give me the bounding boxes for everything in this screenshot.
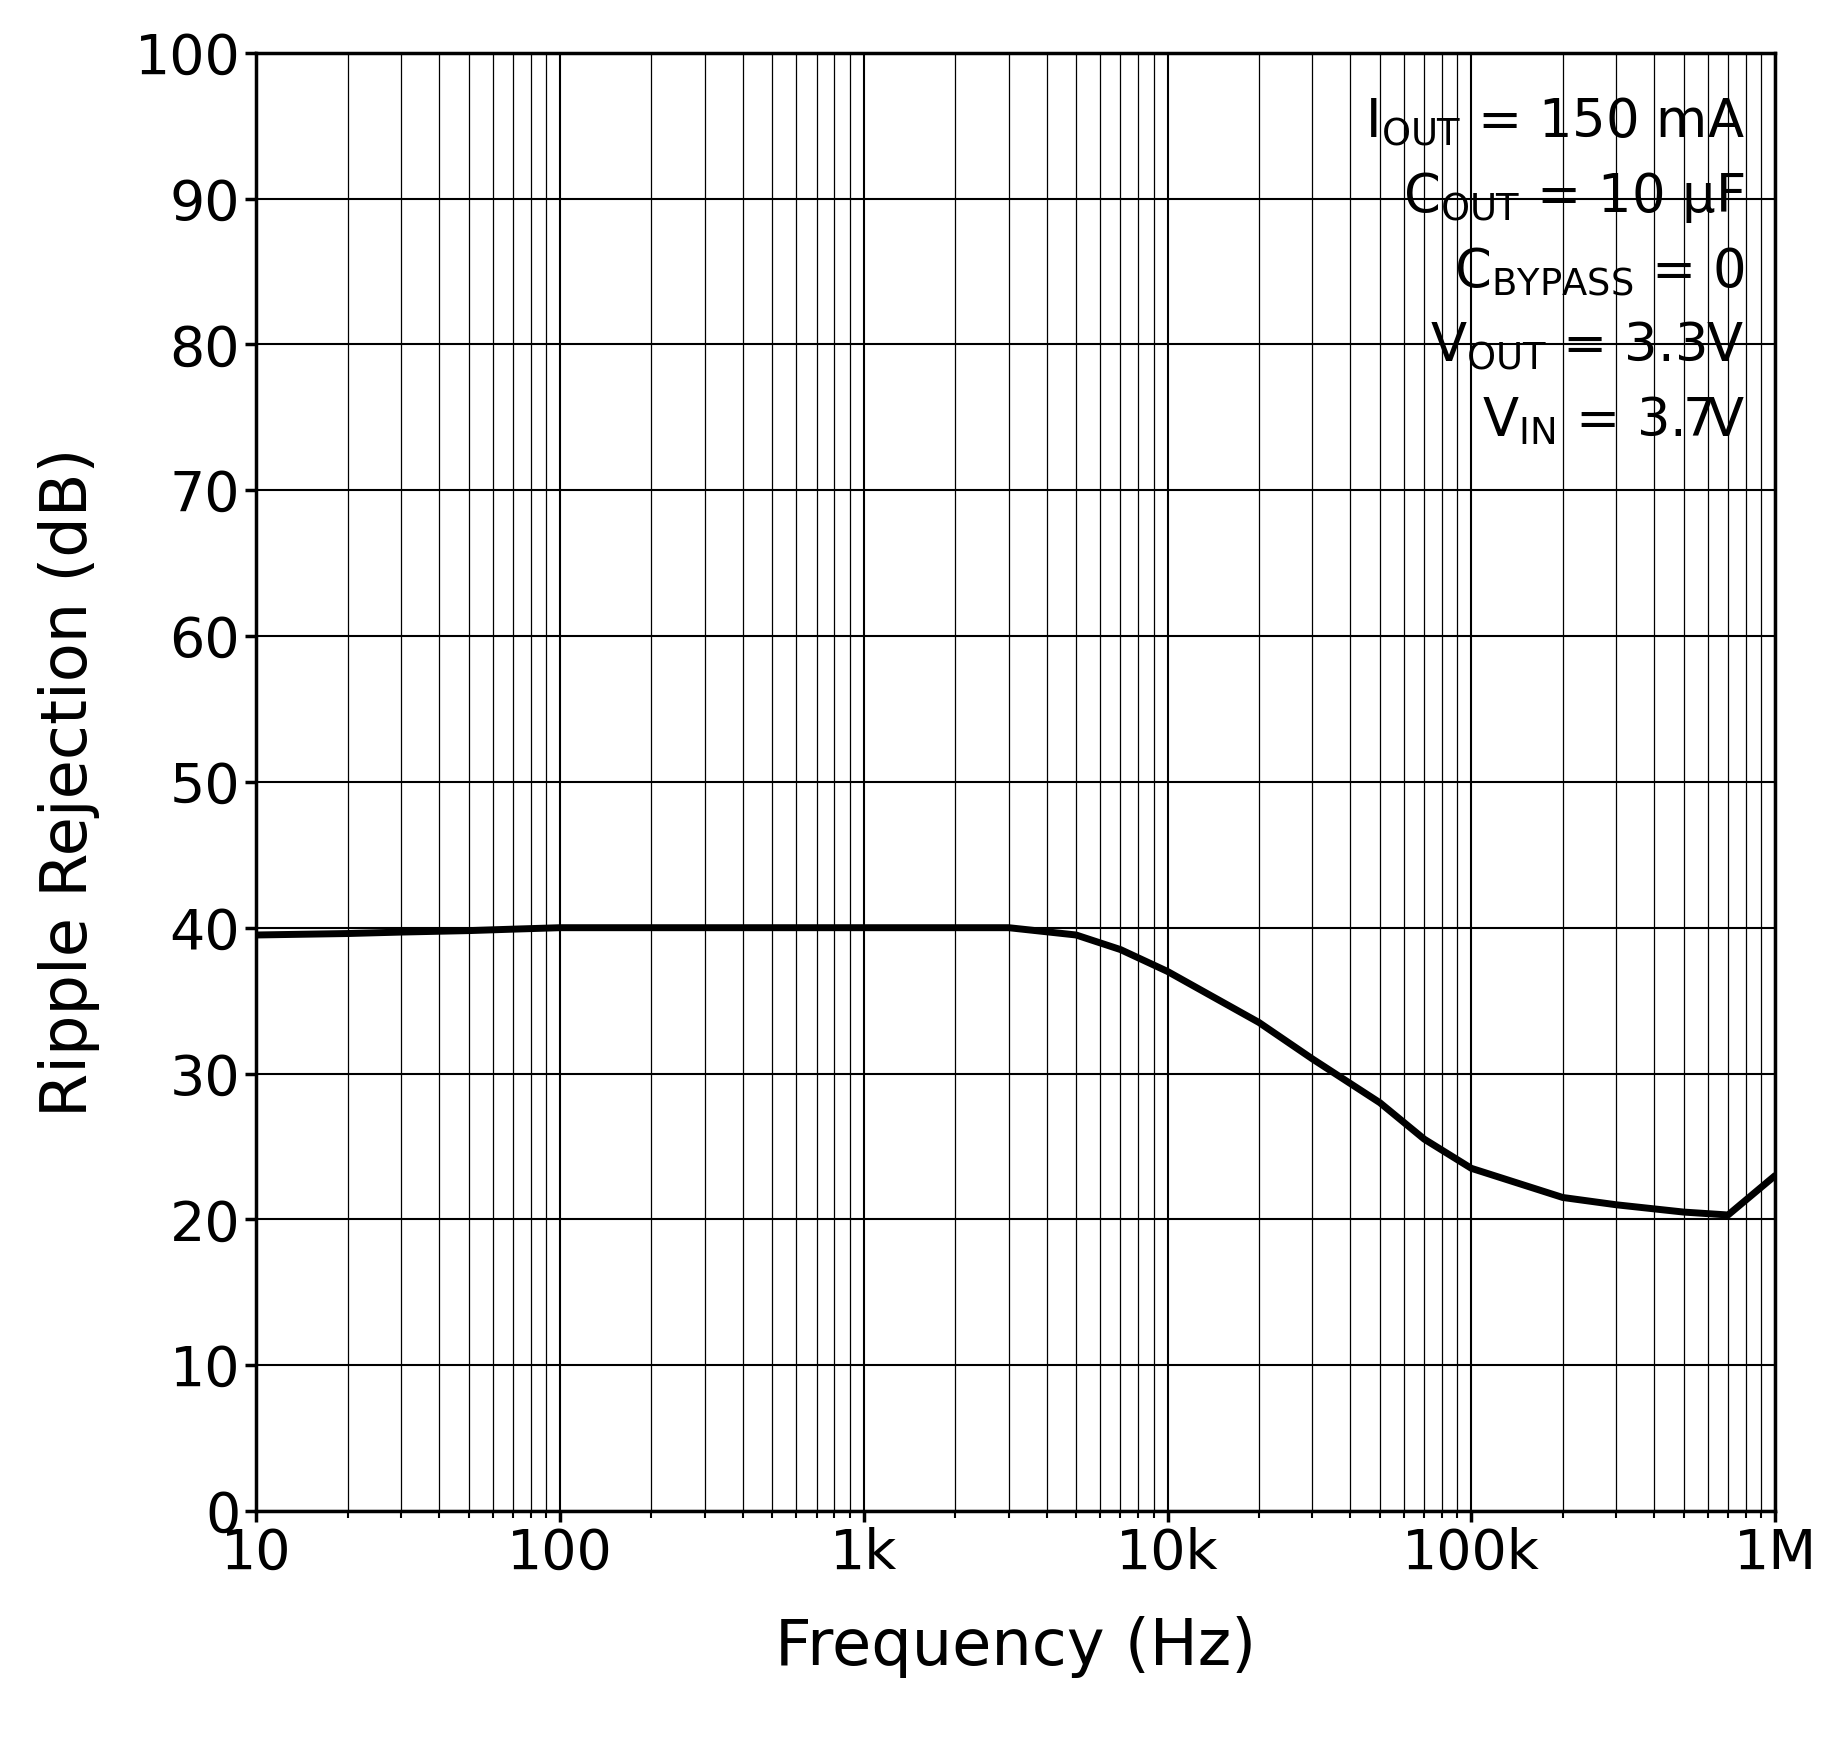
X-axis label: Frequency (Hz): Frequency (Hz)	[776, 1616, 1255, 1678]
Y-axis label: Ripple Rejection (dB): Ripple Rejection (dB)	[38, 448, 101, 1116]
Text: I$_\mathregular{OUT}$ = 150 mA
C$_\mathregular{OUT}$ = 10 μF
C$_\mathregular{BYP: I$_\mathregular{OUT}$ = 150 mA C$_\mathr…	[1365, 97, 1744, 446]
